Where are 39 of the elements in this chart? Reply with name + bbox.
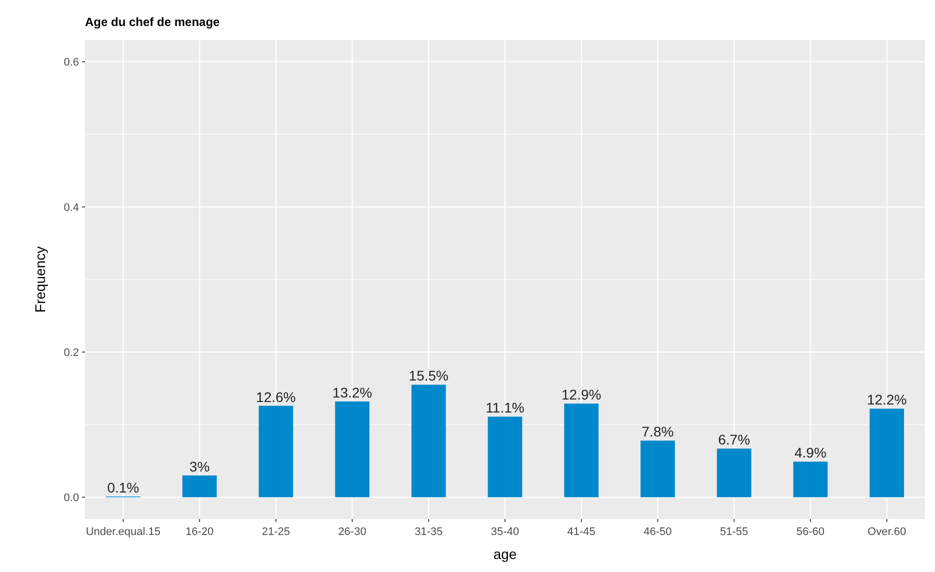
bar: [564, 404, 599, 498]
bar: [716, 448, 752, 498]
x-tick-label: 56-60: [796, 526, 825, 538]
data-label: 4.9%: [794, 444, 826, 461]
bar: [258, 406, 294, 498]
x-tick-label: 16-20: [185, 526, 214, 538]
data-label: 0.1%: [107, 480, 140, 496]
data-label: 12.9%: [562, 386, 602, 403]
y-tick-label: 0.6: [64, 56, 79, 69]
x-tick-label: Over.60: [868, 526, 906, 538]
x-tick-label: 35-40: [490, 526, 520, 538]
x-tick-label: 31-35: [414, 526, 443, 538]
x-tick-label: Under.equal.15: [86, 526, 160, 538]
x-tick-label: 41-45: [567, 526, 596, 538]
y-axis-title: Frequency: [32, 246, 48, 313]
x-tick-label: 21-25: [262, 526, 290, 538]
x-tick-label: 26-30: [338, 526, 366, 538]
data-label: 15.5%: [408, 368, 448, 384]
bar: [182, 475, 217, 498]
bar: [793, 462, 828, 498]
data-label: 12.6%: [256, 388, 296, 405]
chart-title: Age du chef de menage: [85, 15, 220, 29]
x-tick-label: 46-50: [644, 526, 672, 538]
bar: [488, 416, 522, 498]
data-label: 7.8%: [642, 424, 674, 440]
data-label: 3%: [189, 458, 210, 474]
data-label: 13.2%: [332, 384, 372, 400]
data-label: 6.7%: [718, 432, 750, 448]
bar: [411, 384, 446, 498]
bar: [640, 440, 675, 498]
data-label: 11.1%: [486, 400, 524, 416]
y-tick-label: 0.0: [64, 492, 79, 504]
x-tick-label: 51-55: [720, 526, 748, 538]
y-tick-label: 0.2: [64, 346, 79, 359]
data-label: 12.2%: [866, 392, 907, 408]
bar: [335, 401, 370, 498]
y-tick-label: 0.4: [64, 202, 79, 214]
x-axis-title: age: [493, 546, 517, 562]
bar: [870, 408, 904, 498]
